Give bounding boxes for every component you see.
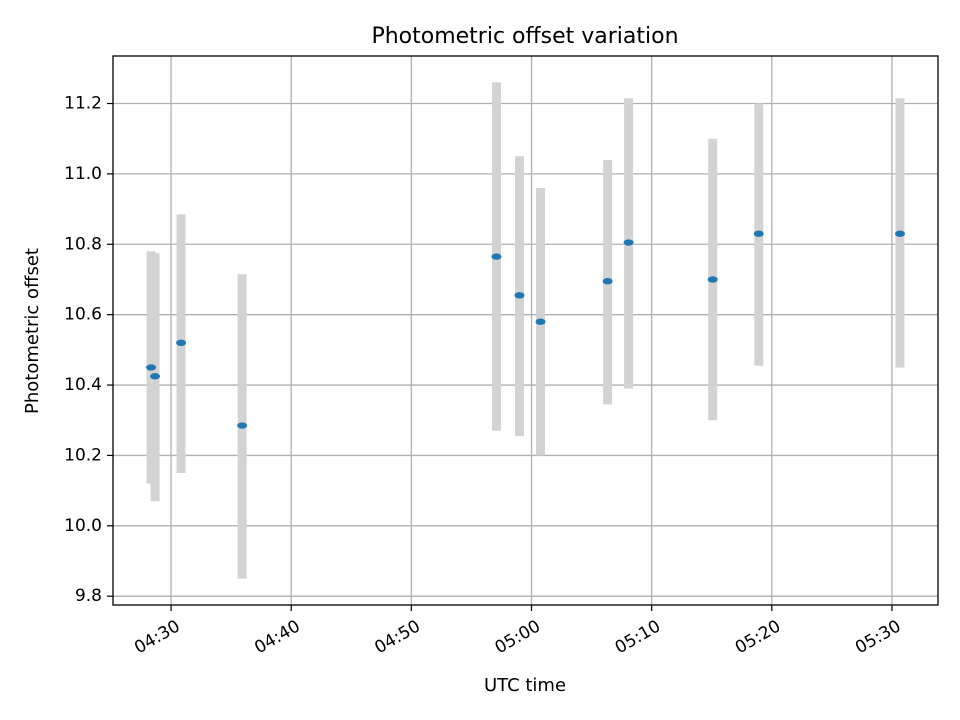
y-tick-label: 10.6 <box>64 305 102 325</box>
data-point <box>491 253 502 260</box>
y-tick-label: 11.2 <box>64 94 102 114</box>
grid-layer <box>113 56 938 605</box>
point-layer <box>146 230 905 429</box>
y-tick-label: 10.4 <box>64 375 102 395</box>
data-point <box>176 339 187 347</box>
data-point <box>514 292 525 299</box>
data-point <box>894 230 905 237</box>
plot-frame <box>112 55 939 606</box>
data-point <box>602 278 613 285</box>
data-point <box>150 373 161 380</box>
y-tick-label: 10.2 <box>64 445 102 465</box>
data-point <box>753 230 764 237</box>
y-axis-label: Photometric offset <box>22 248 43 414</box>
data-point <box>237 422 248 429</box>
x-axis-label: UTC time <box>484 675 566 696</box>
data-point <box>146 364 157 371</box>
y-tick-label: 10.8 <box>64 234 102 254</box>
y-tick-label: 11.0 <box>64 164 102 184</box>
chart-title: Photometric offset variation <box>371 24 678 49</box>
data-point <box>623 239 634 246</box>
y-tick-label: 9.8 <box>75 586 102 606</box>
data-point <box>707 276 718 283</box>
data-point <box>535 318 546 325</box>
y-tick-label: 10.0 <box>64 516 102 536</box>
